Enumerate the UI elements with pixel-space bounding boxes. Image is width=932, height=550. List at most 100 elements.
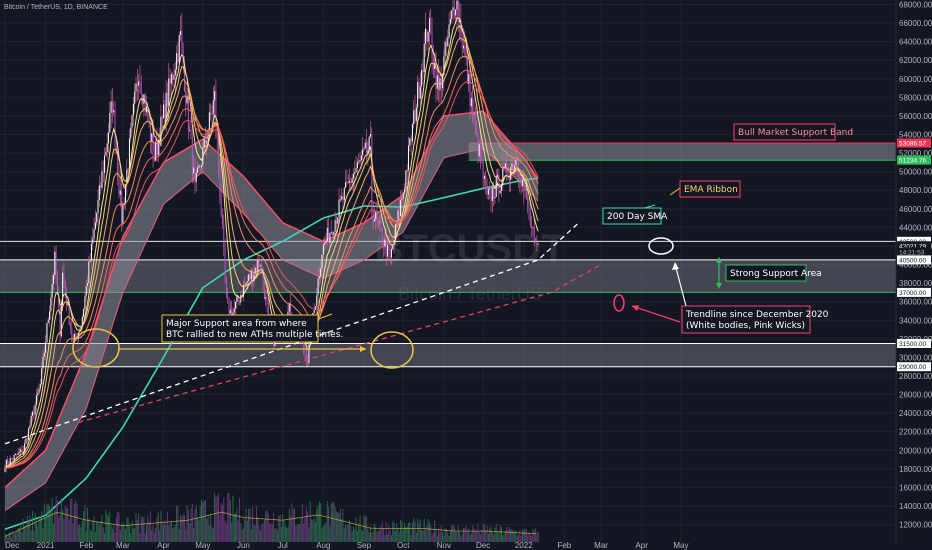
volume-bar	[33, 530, 35, 542]
volume-bar	[470, 533, 472, 542]
candle-body	[267, 306, 269, 317]
candle-body	[472, 98, 474, 115]
candle-body	[157, 139, 159, 156]
candle-body	[477, 131, 479, 157]
volume-bar	[34, 512, 36, 542]
support-zone	[0, 343, 896, 367]
candle-body	[55, 251, 57, 277]
candle-body	[473, 113, 475, 115]
volume-bar	[228, 493, 230, 542]
candle-body	[79, 331, 81, 333]
volume-bar	[487, 533, 489, 542]
volume-bar	[453, 525, 455, 542]
volume-bar	[170, 521, 172, 542]
candle-body	[419, 86, 421, 99]
volume-bar	[461, 533, 463, 542]
volume-bar	[341, 518, 343, 542]
bull-band-label: Bull Market Support Band	[733, 123, 853, 141]
y-tick-label: 58000.00	[899, 93, 932, 102]
volume-bar	[485, 529, 487, 542]
volume-bar	[426, 524, 428, 542]
candle-body	[345, 182, 347, 188]
volume-bar	[442, 532, 444, 542]
candle-body	[347, 182, 349, 184]
volume-bar	[214, 492, 216, 542]
volume-bar	[153, 532, 155, 542]
volume-bar	[37, 526, 39, 542]
volume-bar	[62, 509, 64, 542]
volume-bar	[119, 530, 121, 542]
y-tick-label: 44000.00	[899, 223, 932, 232]
volume-bar	[203, 500, 205, 542]
candle-body	[18, 452, 20, 453]
volume-bar	[13, 534, 15, 542]
candle-body	[114, 110, 116, 146]
candle-body	[533, 227, 535, 239]
volume-bar	[510, 529, 512, 542]
candle-body	[394, 224, 396, 241]
volume-bar	[300, 517, 302, 542]
volume-bar	[515, 529, 517, 542]
candle-body	[333, 231, 335, 235]
candle-body	[504, 163, 506, 168]
candle-body	[93, 229, 95, 239]
volume-bar	[389, 530, 391, 542]
volume-bar	[477, 523, 479, 542]
volume-bar	[314, 522, 316, 542]
x-tick-label: Aug	[316, 541, 330, 550]
volume-bar	[71, 497, 73, 542]
volume-bar	[290, 515, 292, 542]
candle-body	[102, 171, 104, 173]
candle-body	[75, 334, 77, 338]
volume-bar	[503, 533, 505, 542]
candle-body	[516, 160, 518, 165]
volume-bar	[185, 529, 187, 542]
ema-line	[4, 37, 539, 469]
volume-bar	[287, 526, 289, 542]
candle-body	[461, 38, 463, 49]
price-tag	[897, 138, 931, 148]
candle-body	[183, 64, 185, 92]
candle-body	[410, 138, 412, 142]
volume-bar	[143, 516, 145, 542]
annotation-arrow-red	[631, 305, 681, 323]
volume-bar	[114, 532, 116, 542]
volume-bar	[299, 524, 301, 542]
volume-bar	[478, 531, 480, 542]
candle-body	[476, 126, 478, 132]
volume-bar	[286, 528, 288, 542]
volume-bar	[32, 510, 34, 542]
candle-body	[508, 177, 510, 180]
candle-body	[455, 9, 457, 16]
volume-bar	[491, 531, 493, 542]
volume-bar	[297, 524, 299, 542]
volume-bar	[161, 521, 163, 542]
trendline-label-box	[681, 305, 811, 334]
volume-bar	[524, 528, 526, 542]
volume-bar	[504, 531, 506, 542]
candle-body	[173, 75, 175, 80]
candle-body	[457, 0, 459, 22]
volume-bar	[276, 530, 278, 542]
volume-bar	[474, 530, 476, 542]
candle-body	[453, 7, 455, 16]
volume-bar	[144, 533, 146, 542]
candle-body	[350, 181, 352, 184]
candle-body	[478, 144, 480, 157]
volume-bar	[111, 529, 113, 542]
candle-body	[380, 221, 382, 229]
candle-body	[406, 170, 408, 171]
volume-bar	[320, 503, 322, 542]
volume-bar	[279, 514, 281, 542]
candle-body	[320, 268, 322, 277]
candle-body	[470, 98, 472, 107]
candle-body	[94, 222, 96, 230]
candle-body	[288, 303, 290, 312]
candle-body	[210, 112, 212, 115]
volume-bar	[301, 503, 303, 542]
x-tick-label: May	[195, 541, 210, 550]
volume-bar	[274, 528, 276, 542]
y-tick-label: 22000.00	[899, 428, 932, 437]
candle-body	[123, 202, 125, 204]
